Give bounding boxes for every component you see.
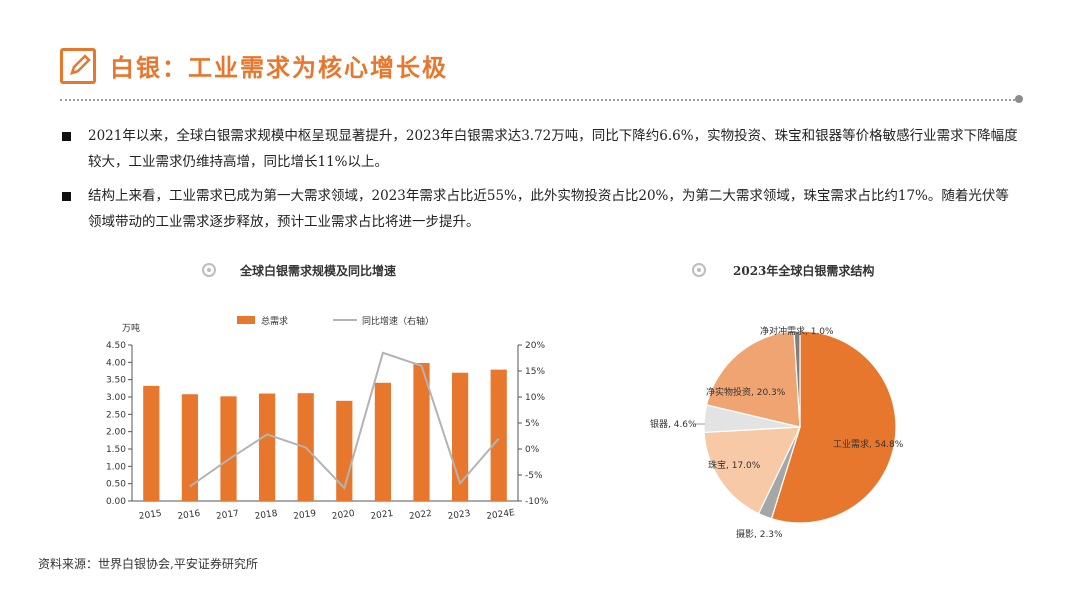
- y2-tick-label: 5%: [525, 419, 540, 429]
- pie-slice-label: 珠宝, 17.0%: [708, 459, 761, 471]
- bar-total-demand: [374, 382, 392, 501]
- x-tick-label: 2020: [331, 509, 355, 522]
- pie-slice-label: 工业需求, 54.8%: [833, 438, 904, 450]
- x-tick-label: 2019: [293, 509, 317, 522]
- bullet-text-2: 结构上来看，工业需求已成为第一大需求领域，2023年需求占比近55%，此外实物投…: [88, 188, 1009, 230]
- bar-total-demand: [143, 385, 160, 501]
- right-chart-title: 2023年全球白银需求结构: [733, 264, 875, 278]
- y-tick-label: 0.50: [106, 480, 126, 490]
- x-tick-label: 2021: [370, 509, 394, 522]
- bar-total-demand: [220, 396, 237, 501]
- pie-slice: [705, 330, 801, 428]
- bullet-item-1: 2021年以来，全球白银需求规模中枢呈现显著提升，2023年白银需求达3.72万…: [62, 123, 1022, 175]
- y2-tick-label: -10%: [525, 497, 549, 507]
- title-divider: [60, 99, 1015, 101]
- bullet-text-1: 2021年以来，全球白银需求规模中枢呈现显著提升，2023年白银需求达3.72万…: [88, 128, 1018, 170]
- bar-total-demand: [490, 369, 507, 501]
- pencil-edit-icon: [60, 48, 96, 84]
- x-tick-label: 2016: [177, 509, 201, 522]
- pie-slice-label: 净实物投资, 20.3%: [706, 386, 786, 398]
- pie-slice-label: 摄影, 2.3%: [736, 528, 783, 540]
- bullet-square-icon: [62, 192, 71, 201]
- legend-total-demand: 总需求: [261, 315, 288, 327]
- bullet-square-icon: [62, 132, 71, 141]
- y-tick-label: 2.50: [106, 410, 126, 420]
- pie-slice: [703, 426, 801, 515]
- pie-slice: [770, 330, 897, 524]
- y-tick-label: 1.50: [106, 445, 126, 455]
- bar-total-demand: [258, 393, 276, 501]
- legend-yoy-growth: 同比增速（右轴）: [362, 315, 434, 327]
- x-tick-label: 2015: [138, 509, 162, 522]
- y2-tick-label: -5%: [525, 471, 543, 481]
- y-tick-label: 3.50: [106, 376, 126, 386]
- divider-end-dot: [1015, 95, 1023, 103]
- legend-bar-swatch: [237, 316, 255, 324]
- bullet-item-2: 结构上来看，工业需求已成为第一大需求领域，2023年需求占比近55%，此外实物投…: [62, 183, 1022, 235]
- y2-tick-label: 10%: [525, 393, 545, 403]
- page-title: 白银：工业需求为核心增长极: [110, 53, 448, 82]
- pie-slice-label: 净对冲需求, 1.0%: [760, 325, 834, 337]
- y2-tick-label: 0%: [525, 445, 540, 455]
- x-tick-label: 2023: [447, 509, 471, 522]
- y-tick-label: 4.50: [106, 341, 126, 351]
- x-tick-label: 2024E: [486, 508, 516, 522]
- demand-structure-pie-chart: 工业需求, 54.8% 摄影, 2.3% 珠宝, 17.0% 银器, 4.6% 净实物投…: [650, 325, 904, 540]
- y-axis-unit-label: 万吨: [122, 322, 140, 334]
- y-tick-label: 3.00: [106, 393, 126, 403]
- x-tick-label: 2017: [216, 509, 240, 522]
- source-note: 资料来源：世界白银协会,平安证券研究所: [38, 557, 258, 571]
- y2-tick-label: 15%: [525, 367, 545, 377]
- y-tick-label: 0.00: [106, 497, 126, 507]
- demand-bar-line-chart: 万吨 总需求 同比增速（右轴） 0.00 0.50 1.00 1.50 2.00 2.50…: [106, 315, 549, 522]
- pie-slice-label: 银器, 4.6%: [650, 418, 697, 430]
- bar-total-demand: [413, 363, 430, 501]
- y-tick-label: 2.00: [106, 428, 126, 438]
- y2-tick-label: 20%: [525, 341, 545, 351]
- bar-total-demand: [181, 394, 199, 501]
- y-tick-label: 1.00: [106, 462, 126, 472]
- pie-slice: [793, 330, 801, 428]
- y-tick-label: 4.00: [106, 358, 126, 368]
- radio-bullet-icon: [202, 263, 216, 277]
- x-tick-label: 2022: [409, 509, 433, 522]
- radio-bullet-icon: [692, 263, 706, 277]
- x-tick-label: 2018: [254, 509, 278, 522]
- left-chart-title: 全球白银需求规模及同比增速: [240, 264, 397, 278]
